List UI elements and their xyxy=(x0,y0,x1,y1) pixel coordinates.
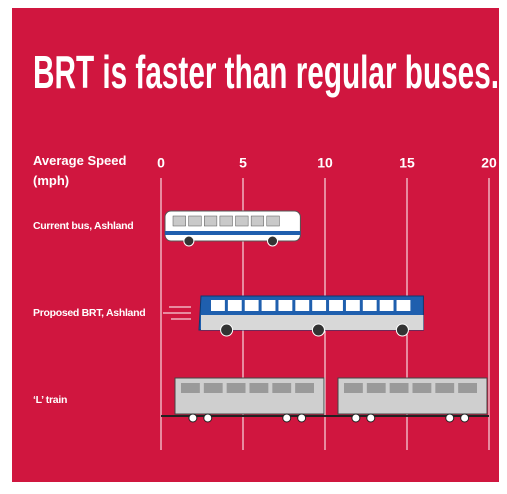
x-axis-label: Average Speed xyxy=(33,153,127,168)
brt-window xyxy=(211,300,225,311)
x-tick-label: 20 xyxy=(481,155,497,171)
train-window xyxy=(344,383,363,393)
train-wheel xyxy=(367,414,375,422)
bus-window xyxy=(267,216,280,226)
train-window xyxy=(181,383,200,393)
bus-window xyxy=(251,216,264,226)
vehicle-bar xyxy=(165,211,300,246)
chart-title: BRT is faster than regular buses. xyxy=(33,46,499,98)
bus-window xyxy=(204,216,217,226)
train-wheel xyxy=(283,414,291,422)
train-wheel xyxy=(446,414,454,422)
brt-window xyxy=(228,300,242,311)
train-wheel xyxy=(298,414,306,422)
brt-window xyxy=(245,300,259,311)
category-label: Current bus, Ashland xyxy=(33,220,133,232)
train-window xyxy=(250,383,269,393)
x-tick-label: 15 xyxy=(399,155,415,171)
chart: BRT is faster than regular buses. Averag… xyxy=(0,0,507,494)
train-window xyxy=(435,383,454,393)
train-wheel xyxy=(461,414,469,422)
page: {"chart_data": {"type": "bar", "title": … xyxy=(0,0,507,494)
brt-window xyxy=(397,300,411,311)
x-tick-label: 5 xyxy=(239,155,247,171)
train-window xyxy=(227,383,246,393)
brt-window xyxy=(363,300,377,311)
bus-window xyxy=(236,216,249,226)
brt-window xyxy=(312,300,326,311)
x-tick-label: 10 xyxy=(317,155,333,171)
bus-wheel xyxy=(268,236,278,246)
train-window xyxy=(390,383,409,393)
brt-window xyxy=(346,300,360,311)
train-wheel xyxy=(204,414,212,422)
category-label: Proposed BRT, Ashland xyxy=(33,307,145,319)
brt-window xyxy=(295,300,309,311)
bus-window xyxy=(220,216,233,226)
x-tick-label: 0 xyxy=(157,155,165,171)
brt-window xyxy=(278,300,292,311)
brt-window xyxy=(380,300,394,311)
train-wheel xyxy=(189,414,197,422)
brt-wheel xyxy=(396,324,408,336)
train-window xyxy=(204,383,223,393)
train-window xyxy=(295,383,314,393)
train-wheel xyxy=(352,414,360,422)
category-label: ‘L’ train xyxy=(33,394,67,406)
vehicle-bar xyxy=(163,296,423,336)
bus-window xyxy=(173,216,186,226)
x-axis-label: (mph) xyxy=(33,173,69,188)
brt-wheel xyxy=(312,324,324,336)
train-window xyxy=(272,383,291,393)
bus-wheel xyxy=(184,236,194,246)
brt-lower xyxy=(201,315,423,330)
brt-window xyxy=(329,300,343,311)
bus-window xyxy=(189,216,202,226)
train-window xyxy=(367,383,386,393)
bus-stripe xyxy=(165,231,300,235)
train-window xyxy=(413,383,432,393)
brt-wheel xyxy=(221,324,233,336)
train-window xyxy=(458,383,477,393)
brt-window xyxy=(262,300,276,311)
